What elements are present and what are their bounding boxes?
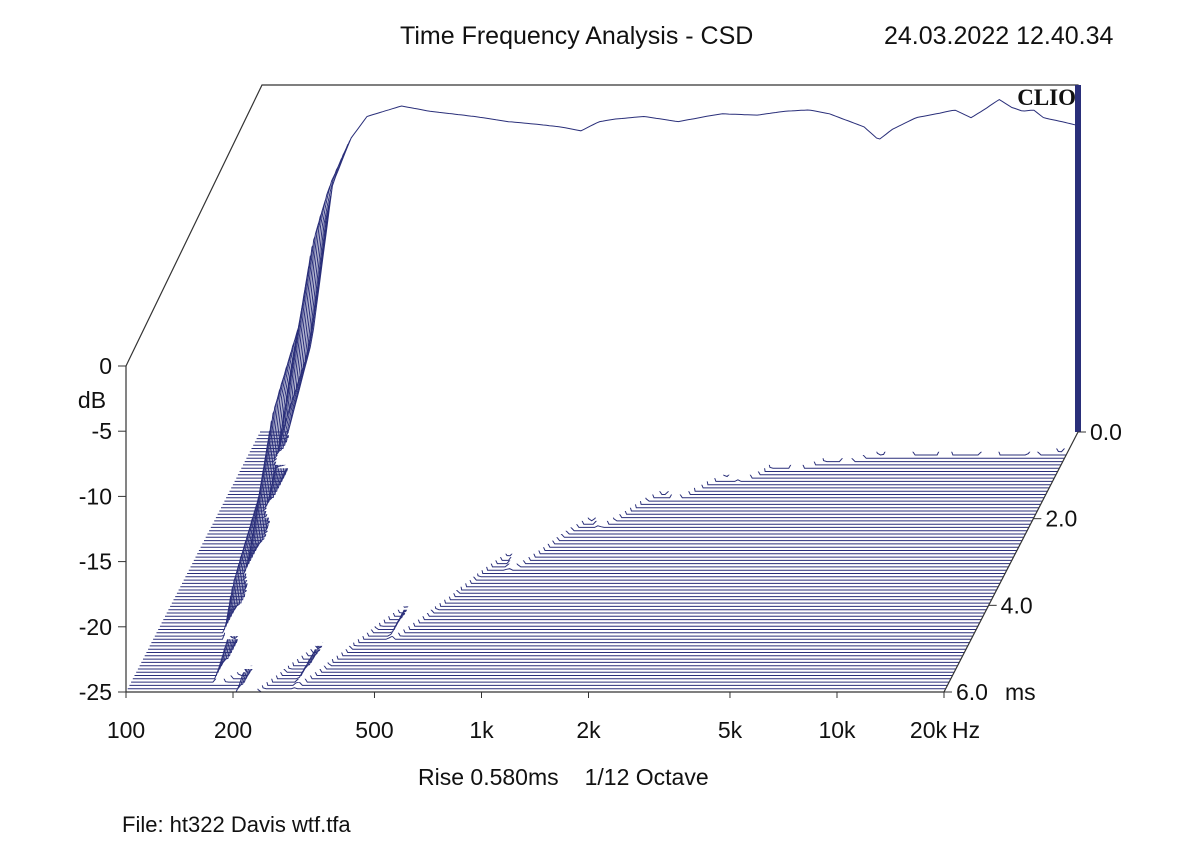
x-axis-ticks: 100 200 500 1k 2k 5k 10k 20k [107, 692, 948, 743]
x-tick-label: 1k [469, 717, 494, 743]
measurement-settings: Rise 0.580ms 1/12 Octave [418, 764, 709, 791]
x-tick-label: 500 [355, 717, 393, 743]
y-tick-label: -5 [92, 418, 112, 444]
y-tick-label: -15 [79, 549, 112, 575]
right-edge [943, 431, 1079, 693]
y-tick-label: 0 [99, 353, 112, 379]
clio-logo: CLIO [1017, 85, 1076, 110]
z-unit-label: ms [1005, 679, 1036, 705]
file-name: File: ht322 Davis wtf.tfa [122, 812, 351, 837]
waterfall-slice [127, 659, 946, 690]
y-axis-label: dB [78, 387, 106, 413]
y-axis-ticks: 0 -5 -10 -15 -20 -25 [79, 353, 126, 705]
waterfall-slice [260, 99, 1078, 433]
x-tick-label: 20k [910, 717, 948, 743]
x-tick-label: 2k [576, 717, 601, 743]
z-tick-label: 2.0 [1045, 506, 1077, 532]
z-tick-label: 0.0 [1090, 419, 1122, 445]
x-tick-label: 5k [718, 717, 743, 743]
z-tick-label: 4.0 [1001, 592, 1033, 618]
waterfall-slice-fill [260, 99, 1078, 432]
x-tick-label: 200 [214, 717, 252, 743]
x-tick-label: 10k [818, 717, 856, 743]
x-unit-label: Hz [952, 717, 980, 743]
waterfall-slices [126, 99, 1078, 692]
z-axis-ticks: 0.0 2.0 4.0 6.0 [944, 419, 1122, 705]
y-tick-label: -20 [79, 614, 112, 640]
x-tick-label: 100 [107, 717, 145, 743]
y-tick-label: -25 [79, 679, 112, 705]
z-tick-label: 6.0 [956, 679, 988, 705]
timestamp: 24.03.2022 12.40.34 [884, 22, 1114, 50]
chart-title: Time Frequency Analysis - CSD [400, 22, 754, 50]
octave-smoothing: 1/12 Octave [584, 764, 709, 790]
rise-time: Rise 0.580ms [418, 764, 559, 790]
y-tick-label: -10 [79, 483, 112, 509]
